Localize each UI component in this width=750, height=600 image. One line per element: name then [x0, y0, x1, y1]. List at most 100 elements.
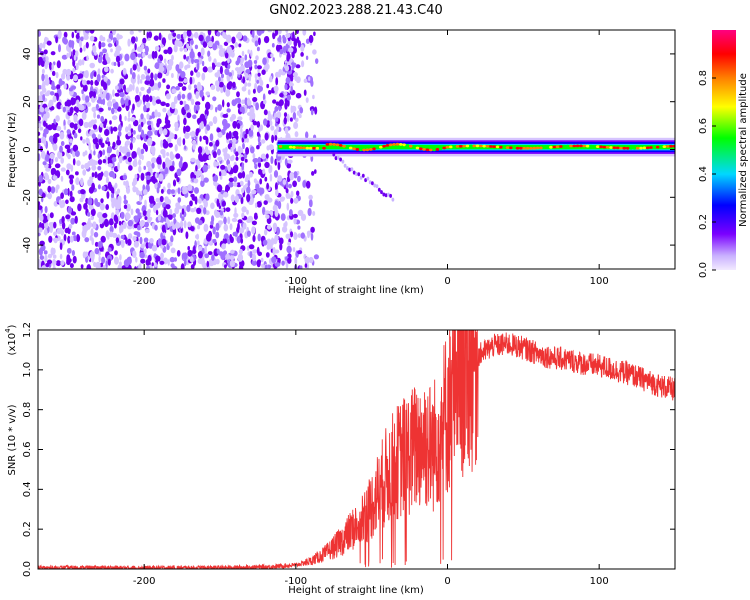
spectrogram-speckle — [312, 211, 316, 216]
spectrogram-speckle — [154, 45, 160, 52]
spectrogram-speckle — [193, 84, 197, 89]
spectrogram-speckle — [155, 99, 162, 104]
spectrogram-speckle — [61, 221, 66, 230]
spectrogram-speckle — [140, 113, 144, 120]
spectrogram-speckle — [68, 174, 75, 180]
spectrogram-speckle — [278, 237, 284, 245]
spectrogram-speckle — [53, 231, 58, 237]
spectrogram-speckle — [62, 36, 67, 44]
spectrogram-speckle — [159, 66, 165, 72]
spectrogram-speckle — [99, 123, 104, 128]
spectrogram-speckle — [257, 233, 261, 242]
spectrogram-speckle — [216, 62, 222, 68]
spectrogram-speckle — [95, 202, 101, 207]
spectrogram-speckle — [278, 105, 282, 112]
spectrogram-speckle — [273, 85, 279, 93]
spectrogram-speckle — [131, 151, 137, 159]
spectrogram-speckle — [183, 54, 187, 60]
spectrogram-speckle — [186, 43, 190, 49]
spectrogram-speckle — [179, 47, 183, 52]
spectrogram-speckle — [215, 106, 218, 113]
snr-ytick-label: 1.0 — [22, 362, 33, 378]
spectrogram-speckle — [101, 185, 106, 191]
spectrogram-speckle — [52, 95, 57, 103]
spectrogram-speckle — [83, 224, 89, 232]
spectrogram-speckle — [45, 262, 50, 268]
spectrogram-speckle — [197, 198, 202, 204]
spectrogram-speckle — [183, 258, 187, 267]
spectrogram-speckle — [269, 120, 273, 126]
spectrogram-speckle — [292, 112, 297, 120]
signal-hotspot — [505, 146, 510, 150]
spectrogram-speckle — [292, 180, 297, 188]
spectrogram-speckle — [78, 118, 84, 127]
spectrogram-speckle — [39, 255, 45, 260]
spectrogram-speckle — [264, 161, 270, 169]
spectrogram-speckle — [148, 31, 153, 39]
spectrogram-speckle — [221, 200, 226, 207]
spectrogram-speckle — [165, 122, 171, 129]
spectrogram-speckle — [38, 188, 43, 196]
signal-hotspot — [338, 144, 343, 147]
spectrogram-speckle — [284, 158, 288, 166]
spectrogram-speckle — [127, 238, 132, 246]
spectrogram-speckle — [178, 77, 182, 82]
spectrogram-speckle — [197, 219, 203, 226]
spectrogram-speckle — [223, 191, 229, 198]
spectrogram-speckle — [310, 232, 314, 241]
spectrogram-speckle — [248, 244, 255, 250]
spectrogram-speckle — [97, 68, 101, 75]
spectrogram-speckle — [87, 197, 93, 206]
spectrogram-speckle — [138, 159, 142, 166]
spectrogram-speckle — [55, 186, 59, 194]
spectrogram-speckle — [71, 231, 76, 236]
spectrogram-speckle — [265, 153, 269, 159]
spectrogram-speckle — [222, 99, 225, 108]
spectrogram-speckle — [366, 176, 370, 181]
spectrogram-speckle — [84, 162, 90, 170]
spectrogram-speckle — [187, 221, 192, 228]
colorbar-tick-label: 0.8 — [698, 70, 709, 86]
spectrogram-speckle — [197, 224, 201, 230]
snr-ytick-label: 0.6 — [22, 442, 33, 458]
spectrogram-speckle — [264, 176, 268, 182]
spectrogram-speckle — [42, 87, 47, 93]
spectrogram-speckle — [75, 171, 79, 176]
spectrogram-speckle — [248, 129, 254, 137]
signal-hotspot — [308, 146, 313, 150]
spectrogram-speckle — [257, 156, 261, 164]
spectrogram-speckle — [59, 253, 63, 260]
spectrogram-speckle — [285, 30, 289, 33]
spectrogram-speckle — [257, 72, 261, 77]
spectrogram-speckle — [154, 73, 158, 81]
spectrogram-speckle — [42, 80, 46, 89]
spectrogram-speckle — [108, 231, 114, 238]
spectrogram-speckle — [270, 155, 274, 165]
spectrogram-speckle — [271, 43, 275, 48]
spectrogram-speckle — [96, 73, 101, 83]
spectrogram-speckle — [301, 60, 305, 68]
spectrogram-speckle — [123, 84, 126, 91]
spectrogram-speckle — [69, 178, 74, 185]
spectrogram-speckle — [218, 105, 222, 111]
spectrogram-speckle — [139, 58, 143, 67]
spectrogram-speckle — [292, 71, 298, 78]
spectrogram-speckle — [41, 68, 45, 75]
spectrogram-speckle — [52, 265, 56, 269]
signal-hotspot — [342, 144, 346, 148]
spectrogram-speckle — [123, 259, 130, 267]
spectrogram-speckle — [293, 197, 299, 204]
spectrogram-speckle — [131, 36, 136, 44]
spectrogram-speckle — [247, 49, 250, 54]
spectrogram-speckle — [114, 182, 118, 189]
spectrogram-speckle — [274, 209, 279, 218]
snr-multiplier-base: (x10 — [7, 333, 18, 356]
spectrogram-speckle — [56, 60, 61, 69]
spectrogram-speckle — [208, 55, 212, 62]
spectrogram-speckle — [100, 198, 104, 204]
spectrogram-speckle — [222, 113, 228, 118]
signal-hotspot — [489, 145, 493, 148]
spectrogram-speckle — [352, 170, 356, 175]
spectrogram-speckle — [208, 142, 213, 147]
spectrogram-speckle — [71, 31, 75, 39]
